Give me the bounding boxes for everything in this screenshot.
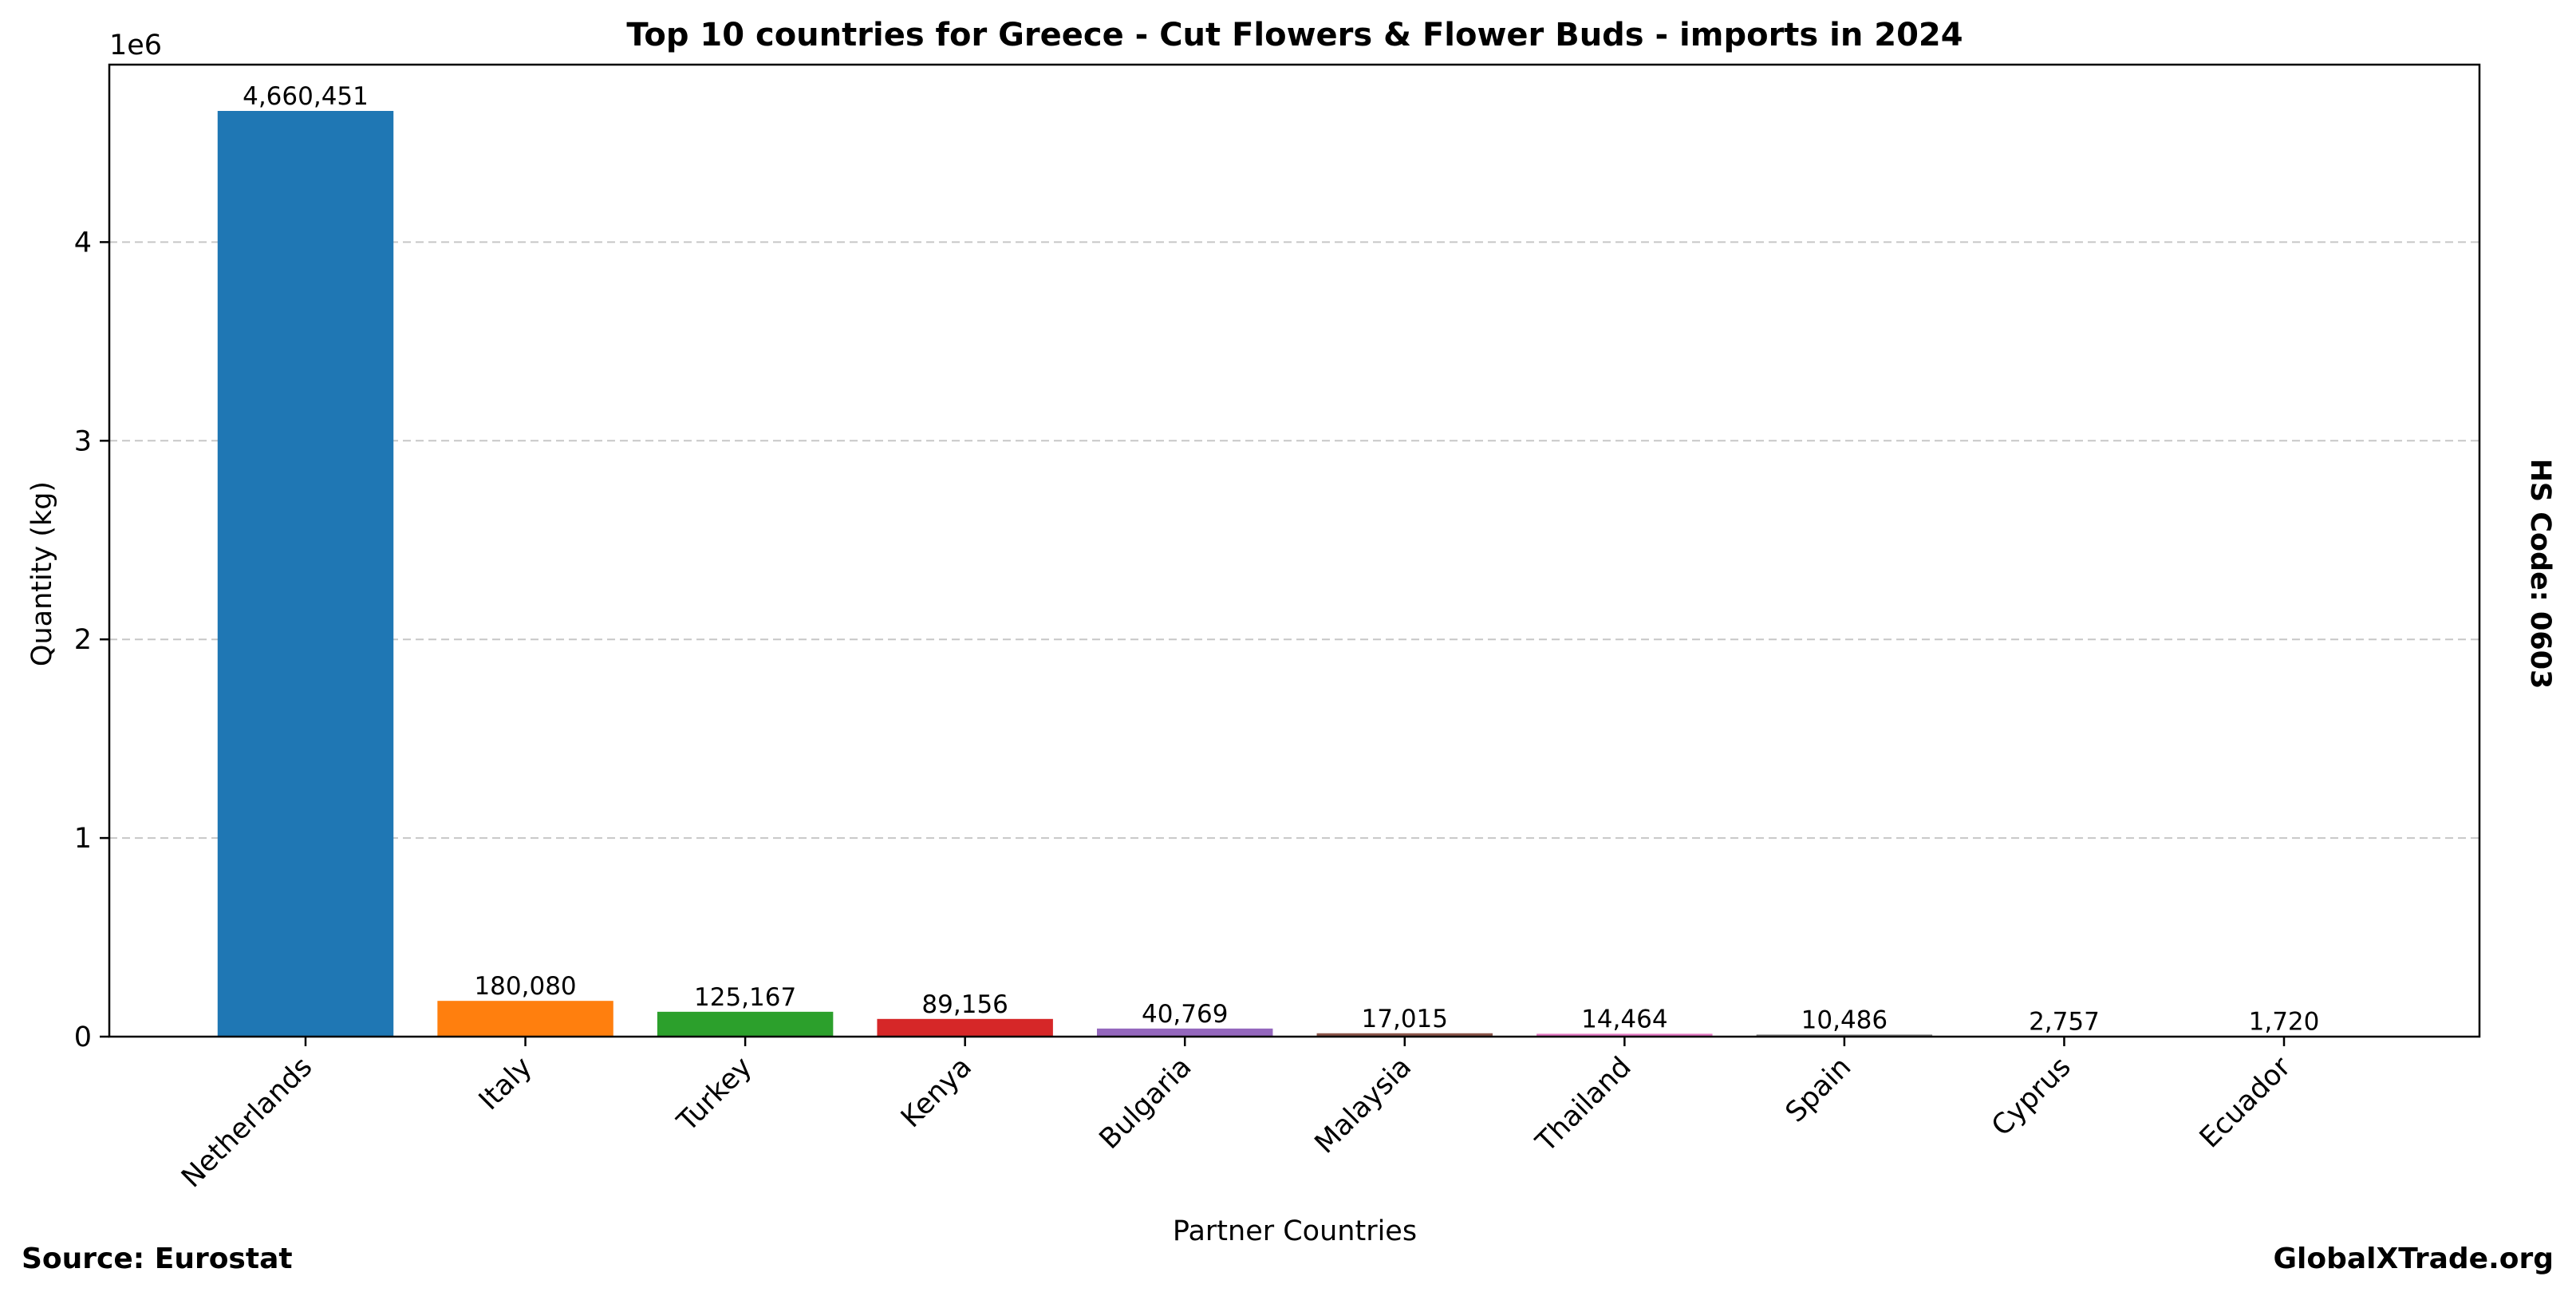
bar-value-label: 2,757 [2029,1007,2100,1036]
bar-value-label: 89,156 [921,990,1008,1019]
bars [217,110,2373,1037]
grid-lines [109,241,2479,840]
y-axis-label: Quantity (kg) [26,481,58,666]
y-tick-label: 4 [74,227,92,259]
y-axis-offset-label: 1e6 [109,30,162,61]
bar-malaysia [1316,1033,1493,1037]
x-tick-label: Ecuador [2194,1051,2298,1155]
bar-value-label: 40,769 [1142,1000,1228,1029]
bar-value-label: 1,720 [2249,1008,2320,1037]
bar-turkey [657,1011,834,1037]
bar-value-label: 180,080 [474,972,576,1001]
plot-frame [108,63,2481,1038]
y-tick-label: 1 [74,823,92,855]
x-tick-label: Netherlands [176,1051,318,1194]
x-tick-label: Turkey [671,1051,759,1139]
x-tick-label: Kenya [895,1051,978,1134]
bar-bulgaria [1097,1028,1273,1037]
site-label: GlobalXTrade.org [2273,1243,2554,1275]
bar-value-label: 14,464 [1581,1005,1667,1033]
bar-value-label: 10,486 [1801,1006,1888,1034]
x-tick-label: Thailand [1529,1051,1637,1159]
bar-spain [1756,1034,1933,1037]
bar-value-label: 4,660,451 [243,82,369,111]
bar-netherlands [217,110,394,1037]
hs-code-label: HS Code: 0603 [2524,459,2556,689]
y-tick-label: 0 [74,1021,92,1053]
chart-title: Top 10 countries for Greece - Cut Flower… [626,17,1963,53]
bar-italy [437,1001,613,1037]
x-tick-label: Italy [473,1051,538,1116]
y-axis: 0 1 2 3 4 [74,227,109,1053]
x-tick-label: Bulgaria [1094,1051,1198,1156]
bar-value-labels: 4,660,451 180,080 125,167 89,156 40,769 17,01… [243,82,2319,1037]
x-tick-label: Malaysia [1309,1051,1418,1160]
y-tick-label: 2 [74,624,92,656]
bar-value-label: 125,167 [694,983,796,1012]
x-axis-label: Partner Countries [1173,1215,1417,1247]
bar-kenya [877,1018,1053,1037]
bar-thailand [1537,1033,1713,1037]
source-label: Source: Eurostat [22,1243,293,1275]
x-axis: Netherlands Italy Turkey Kenya Bulgaria Malay… [176,1037,2298,1194]
x-tick-label: Spain [1780,1051,1857,1128]
y-tick-label: 3 [74,425,92,457]
bar-value-label: 17,015 [1362,1005,1448,1033]
x-tick-label: Cyprus [1986,1051,2077,1143]
